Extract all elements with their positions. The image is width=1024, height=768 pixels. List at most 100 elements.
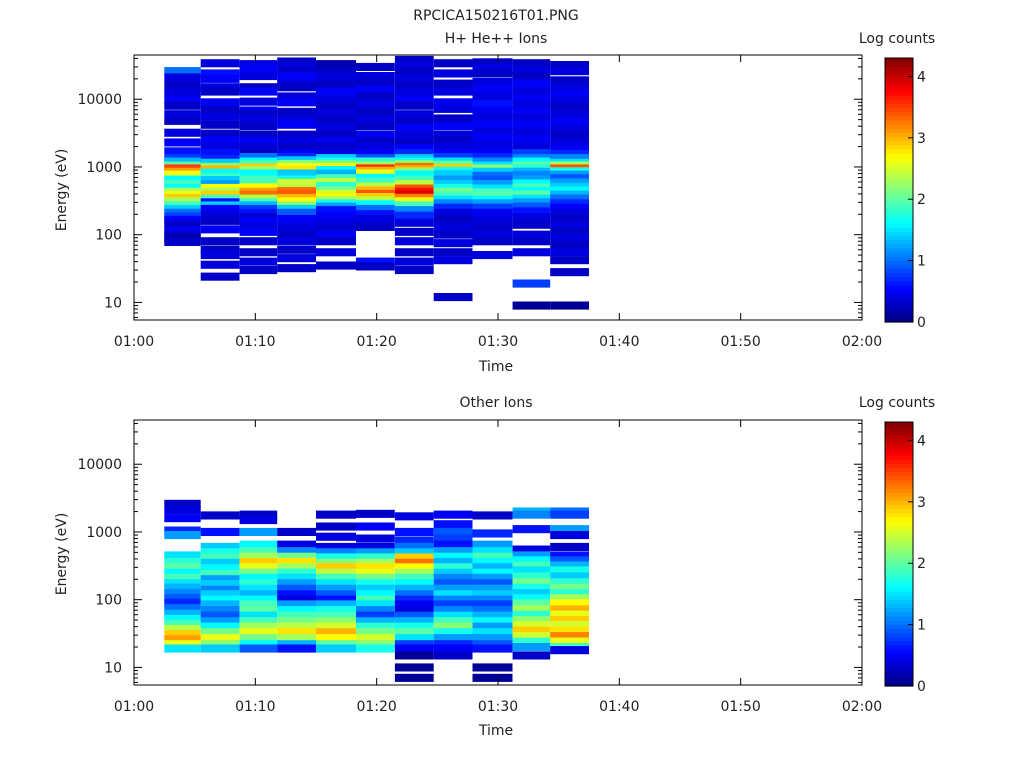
colorbar-segment [885,471,913,477]
heatmap-cell [356,149,395,158]
heatmap-cell [356,553,395,562]
heatmap-cell [200,83,240,92]
heatmap-cell [512,213,551,222]
colorbar-segment [885,496,913,501]
heatmap-cell [277,573,316,582]
heatmap-cell [394,227,434,236]
colorbar-segment [885,450,913,456]
colorbar-segment [885,223,913,228]
heatmap-cell [512,59,551,68]
heatmap-cell [200,640,240,649]
heatmap-cell [164,175,201,184]
heatmap-cell [316,211,356,220]
heatmap-cell [433,79,473,88]
heatmap-cell [512,545,551,554]
colorbar-segment [885,529,913,534]
heatmap-cell [433,527,473,536]
heatmap-cell [164,237,201,246]
heatmap-cell [277,92,316,101]
heatmap-cell [277,579,316,588]
heatmap-cell [472,167,513,176]
heatmap-cell [200,237,240,246]
heatmap-cell [277,120,316,129]
heatmap-cell [164,116,201,125]
heatmap-cell [356,100,395,109]
heatmap-cell [277,230,316,239]
heatmap-cell [164,594,201,603]
colorbar-segment [885,463,913,468]
heatmap-cell [200,611,240,620]
y-tick-label: 10000 [77,92,122,108]
colorbar-segment [885,512,913,518]
heatmap-cell [200,136,240,145]
colorbar-segment [885,570,913,576]
heatmap-cell [394,663,434,672]
colorbar-segment [885,516,913,522]
y-tick-label: 10 [104,295,122,311]
heatmap-cell [356,257,395,266]
heatmap-cell [550,103,589,112]
heatmap-cell [394,87,434,96]
panel-title: Other Ions [459,395,532,411]
heatmap-cell [433,248,473,257]
x-tick-label: 01:30 [478,334,518,350]
heatmap-cell [277,595,316,604]
heatmap-cell [550,605,589,614]
heatmap-cell [356,600,395,609]
colorbar-segment [885,644,913,650]
colorbar-segment [885,673,913,679]
heatmap-cell [277,552,316,561]
heatmap-cell [394,149,434,158]
heatmap-cell [239,227,278,236]
heatmap-cell [433,136,473,145]
heatmap-cell [239,175,278,184]
heatmap-cell [239,552,278,561]
heatmap-cell [200,600,240,609]
heatmap-cell [433,208,473,217]
heatmap-cell [316,606,356,615]
heatmap-cell [239,110,278,119]
heatmap-cell [433,579,473,588]
heatmap-cell [433,222,473,231]
y-tick-label: 1000 [86,160,122,176]
heatmap-cell [433,540,473,549]
colorbar-segment [885,430,913,435]
heatmap-cell [512,610,551,619]
colorbar-segment [885,301,913,307]
heatmap-cell [512,79,551,88]
heatmap-cell [433,552,473,561]
colorbar-segment [885,161,913,166]
colorbar-segment [885,434,913,440]
heatmap-cell [550,233,589,242]
colorbar-segment [885,173,913,179]
heatmap-cell [472,547,513,556]
heatmap-cell [316,579,356,588]
heatmap-cell [394,101,434,110]
heatmap-cell [277,83,316,92]
colorbar-segment [885,111,913,117]
heatmap-cell [550,599,589,608]
heatmap-cell [239,527,278,536]
heatmap-cell [200,105,240,114]
heatmap-cell [512,632,551,641]
colorbar-segment [885,66,913,71]
colorbar-segment [885,574,913,580]
heatmap-cell [550,525,589,534]
heatmap-cell [239,83,278,92]
heatmap-cell [433,634,473,643]
y-tick-label: 10000 [77,457,122,473]
colorbar-segment [885,455,913,460]
heatmap-cell [394,95,434,104]
x-axis-label: Time [478,359,513,375]
heatmap-cell [200,564,240,573]
heatmap-cell [239,584,278,593]
heatmap-cell [472,63,513,72]
heatmap-cell [394,622,434,631]
heatmap-cell [472,600,513,609]
heatmap-cell [394,536,434,545]
heatmap-cell [433,122,473,131]
heatmap-cell [512,66,551,75]
colorbar-segment [885,488,913,493]
heatmap-cell [239,208,278,217]
heatmap-cell [394,568,434,577]
